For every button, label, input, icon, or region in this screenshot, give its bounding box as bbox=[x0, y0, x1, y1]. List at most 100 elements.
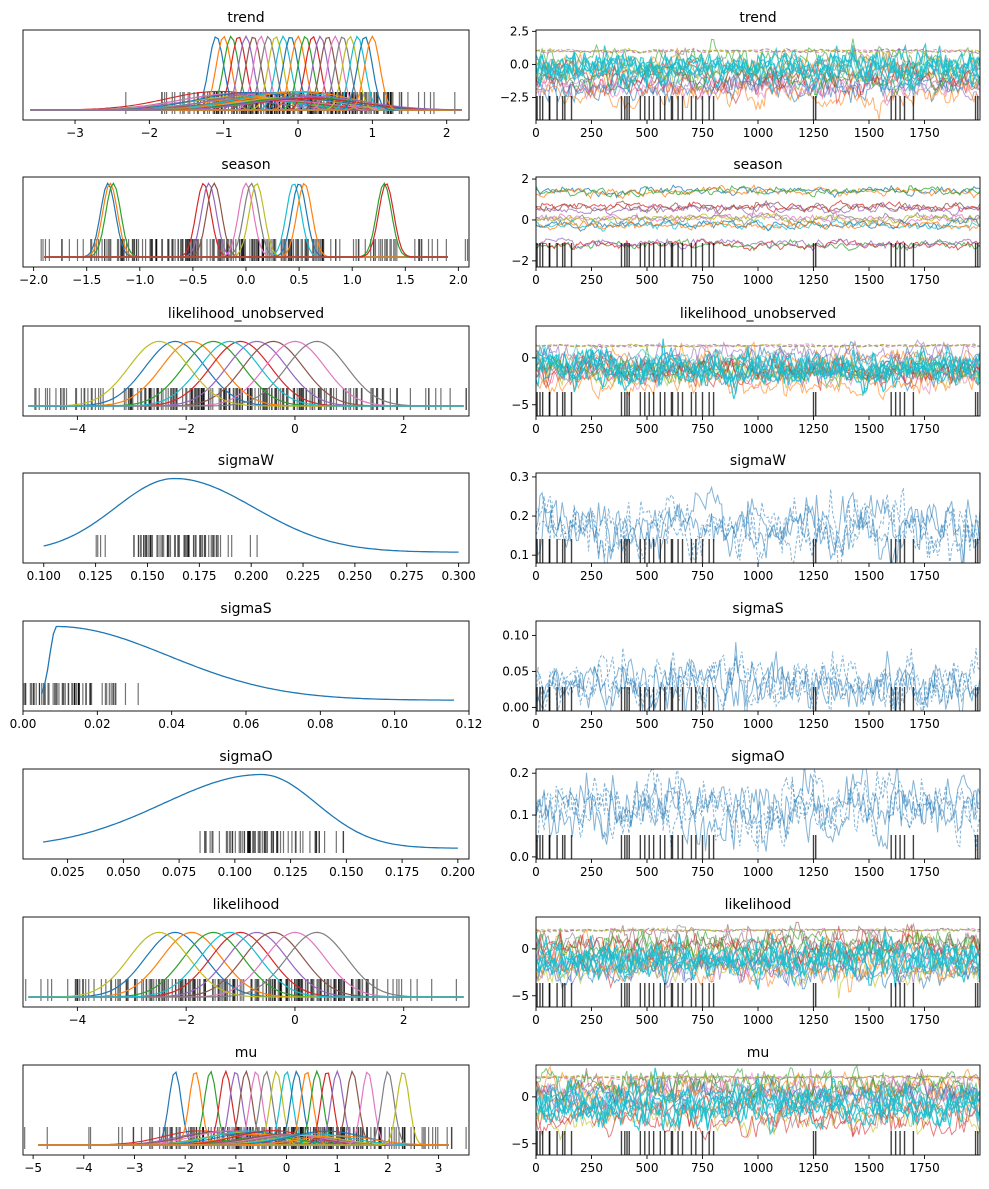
trace-series bbox=[536, 927, 980, 933]
density-series-14 bbox=[44, 183, 448, 258]
y-tick-label: −5 bbox=[511, 989, 529, 1003]
x-tick-label: 500 bbox=[636, 1161, 659, 1175]
axes-frame bbox=[22, 768, 470, 860]
x-tick-label: −2 bbox=[176, 1161, 194, 1175]
x-tick-label: −0.5 bbox=[178, 273, 207, 287]
x-tick-label: 0.125 bbox=[273, 865, 307, 879]
x-tick-label: −4 bbox=[75, 1161, 93, 1175]
x-tick-label: 1500 bbox=[854, 717, 885, 731]
x-tick-label: 750 bbox=[691, 865, 714, 879]
density-series-1 bbox=[43, 477, 459, 553]
x-tick-label: 1250 bbox=[798, 273, 829, 287]
x-tick-label: 0.10 bbox=[381, 717, 408, 731]
trace-series bbox=[536, 935, 980, 983]
trace-panel-trend: 0 250 500 750 1000 1250 1500 1750 2.5 0.0 −2.5 tren… bbox=[500, 10, 981, 140]
x-tick-label: 0.100 bbox=[218, 865, 252, 879]
x-tick-label: 3 bbox=[435, 1161, 443, 1175]
panel-title: likelihood bbox=[213, 897, 280, 913]
x-tick-label: −3 bbox=[126, 1161, 144, 1175]
density-panel-mu: −5 −4 −3 −2 −1 0 1 2 3 mu bbox=[22, 1045, 470, 1175]
panel-title: likelihood_unobserved bbox=[680, 306, 836, 322]
y-tick-label: −2 bbox=[511, 254, 529, 268]
x-tick-label: 0 bbox=[291, 1013, 299, 1027]
x-tick-label: 0 bbox=[532, 865, 540, 879]
panel-title: likelihood bbox=[725, 897, 792, 913]
panel-title: mu bbox=[235, 1045, 258, 1061]
trace-series bbox=[536, 199, 980, 213]
density-panel-trend: −3 −2 −1 0 1 2 trend bbox=[22, 10, 470, 140]
x-tick-label: 0.00 bbox=[10, 717, 37, 731]
trace-series bbox=[536, 1075, 980, 1081]
trace-series bbox=[536, 47, 980, 55]
axes-frame bbox=[22, 916, 470, 1008]
density-series-1 bbox=[40, 625, 455, 701]
axes-frame bbox=[22, 1064, 470, 1156]
x-tick-label: 250 bbox=[580, 1161, 603, 1175]
x-tick-label: 750 bbox=[691, 1013, 714, 1027]
x-tick-label: 250 bbox=[580, 422, 603, 436]
panel-title: sigmaO bbox=[731, 749, 784, 765]
x-tick-label: 0.200 bbox=[234, 569, 268, 583]
x-tick-label: 0.175 bbox=[182, 569, 216, 583]
panel-title: sigmaS bbox=[220, 601, 271, 617]
x-tick-label: 750 bbox=[691, 422, 714, 436]
trace-series bbox=[536, 67, 980, 104]
trace-series bbox=[536, 647, 980, 711]
trace-series bbox=[536, 80, 980, 120]
x-tick-label: 0.300 bbox=[441, 569, 475, 583]
y-tick-label: −5 bbox=[511, 1137, 529, 1151]
x-tick-label: 250 bbox=[580, 126, 603, 140]
trace-panel-likelihood_unobserved: 0 250 500 750 1000 1250 1500 17500−5likelihood_… bbox=[511, 306, 981, 436]
x-tick-label: 0.04 bbox=[158, 717, 185, 731]
x-tick-label: 1 bbox=[369, 126, 377, 140]
y-tick-label: −2.5 bbox=[500, 91, 529, 105]
trace-series bbox=[536, 346, 980, 393]
x-tick-label: −2.0 bbox=[19, 273, 48, 287]
x-tick-label: 0.100 bbox=[27, 569, 61, 583]
panel-title: trend bbox=[739, 10, 776, 26]
x-tick-label: −1 bbox=[215, 126, 233, 140]
density-panel-likelihood: −4 −2 0 2 likelihood bbox=[22, 897, 470, 1027]
panel-title: season bbox=[733, 157, 782, 173]
density-series-10 bbox=[28, 340, 464, 407]
trace-series bbox=[536, 343, 980, 348]
x-tick-label: 1500 bbox=[854, 126, 885, 140]
x-tick-label: 750 bbox=[691, 569, 714, 583]
density-series-broad-22 bbox=[30, 95, 462, 111]
x-tick-label: 1500 bbox=[854, 865, 885, 879]
trace-series bbox=[536, 212, 980, 226]
trace-series bbox=[536, 211, 980, 226]
y-tick-label: 0.2 bbox=[510, 509, 529, 523]
x-tick-label: 0.075 bbox=[162, 865, 196, 879]
x-tick-label: 0.02 bbox=[84, 717, 111, 731]
x-tick-label: 500 bbox=[636, 422, 659, 436]
x-tick-label: −1.0 bbox=[125, 273, 154, 287]
x-tick-label: 250 bbox=[580, 273, 603, 287]
trace-series bbox=[536, 346, 980, 397]
y-tick-label: 2 bbox=[521, 172, 529, 186]
x-tick-label: 0.06 bbox=[233, 717, 260, 731]
y-tick-label: 0.05 bbox=[502, 664, 529, 678]
x-tick-label: 1750 bbox=[909, 717, 940, 731]
x-tick-label: 0 bbox=[532, 1161, 540, 1175]
x-tick-label: 1000 bbox=[743, 717, 774, 731]
x-tick-label: 0.08 bbox=[307, 717, 334, 731]
x-tick-label: −1 bbox=[227, 1161, 245, 1175]
trace-series bbox=[536, 493, 980, 563]
x-tick-label: 1750 bbox=[909, 1161, 940, 1175]
x-tick-label: 750 bbox=[691, 126, 714, 140]
x-tick-label: 250 bbox=[580, 717, 603, 731]
x-tick-label: 1750 bbox=[909, 273, 940, 287]
x-tick-label: 0.225 bbox=[286, 569, 320, 583]
x-tick-label: 1750 bbox=[909, 865, 940, 879]
x-tick-label: −1.5 bbox=[72, 273, 101, 287]
x-tick-label: 1250 bbox=[798, 126, 829, 140]
y-tick-label: 0.00 bbox=[502, 700, 529, 714]
trace-panel-sigmaS: 0 250 500 750 1000 1250 1500 1750 0.10 0.05 0.00 si… bbox=[502, 601, 981, 731]
x-tick-label: 0 bbox=[532, 273, 540, 287]
x-tick-label: 0.200 bbox=[441, 865, 475, 879]
x-tick-label: 1750 bbox=[909, 422, 940, 436]
